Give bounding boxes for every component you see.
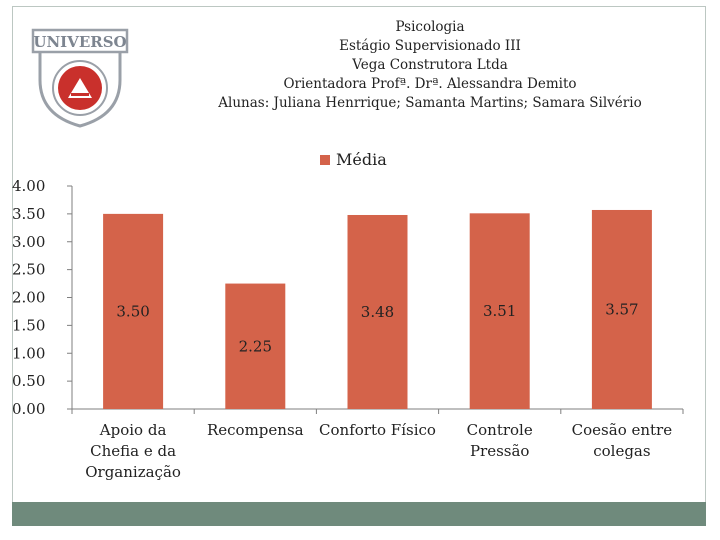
bottom-color-band <box>12 502 706 526</box>
category-label: Pressão <box>470 442 530 460</box>
data-label: 3.48 <box>361 303 394 321</box>
data-label: 3.57 <box>605 300 638 318</box>
y-tick-label: 2.50 <box>12 261 45 279</box>
bar <box>591 209 652 409</box>
y-tick-label: 1.50 <box>12 316 45 334</box>
header-line-course: Psicologia <box>395 19 465 35</box>
bar <box>103 213 164 409</box>
header-line-company: Vega Construtora Ltda <box>352 57 508 73</box>
legend-label: Média <box>336 150 387 169</box>
bar <box>225 283 286 409</box>
bar <box>469 213 530 409</box>
header-line-students: Alunas: Juliana Henrrique; Samanta Marti… <box>218 95 642 111</box>
y-tick-label: 3.50 <box>12 205 45 223</box>
category-label: Coesão entre <box>572 421 673 439</box>
category-label: Conforto Físico <box>319 421 436 439</box>
data-label: 3.50 <box>116 302 149 320</box>
logo-text: UNIVERSO <box>33 33 126 51</box>
category-label: Controle <box>467 421 533 439</box>
header-line-subject: Estágio Supervisionado III <box>339 38 521 54</box>
chart-legend: Média <box>320 150 387 169</box>
category-label: Chefia e da <box>90 442 176 460</box>
header-line-advisor: Orientadora Profª. Drª. Alessandra Demit… <box>283 76 577 92</box>
y-tick-label: 4.00 <box>12 177 45 195</box>
category-label: Organização <box>85 463 181 481</box>
data-label: 2.25 <box>239 337 272 355</box>
category-label: Recompensa <box>207 421 304 439</box>
legend-swatch <box>320 154 330 165</box>
universo-logo: UNIVERSO <box>31 28 129 128</box>
category-label: colegas <box>593 442 650 460</box>
category-label: Apoio da <box>99 421 167 439</box>
y-tick-label: 0.00 <box>12 400 45 418</box>
logo-banner <box>31 28 129 54</box>
y-tick-label: 0.50 <box>12 372 45 390</box>
data-label: 3.51 <box>483 302 516 320</box>
slide-header: Psicologia Estágio Supervisionado III Ve… <box>150 18 710 113</box>
y-tick-label: 3.00 <box>12 233 45 251</box>
bar <box>347 214 408 409</box>
y-tick-label: 1.00 <box>12 344 45 362</box>
y-tick-label: 2.00 <box>12 289 45 307</box>
